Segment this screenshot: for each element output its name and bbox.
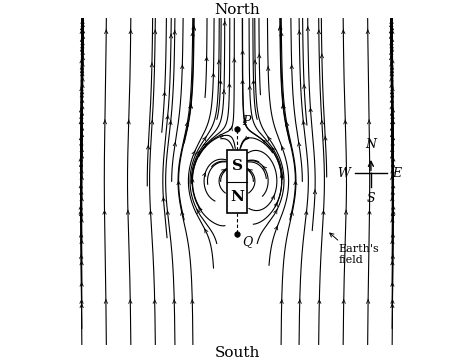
Text: North: North [214, 3, 260, 17]
Text: W: W [337, 167, 350, 180]
Text: N: N [230, 190, 244, 204]
Text: Earth's
field: Earth's field [338, 244, 379, 265]
Text: South: South [214, 346, 260, 360]
Text: Q: Q [242, 235, 252, 248]
Text: S: S [366, 192, 375, 205]
Text: S: S [231, 159, 243, 173]
Text: E: E [392, 167, 401, 180]
Text: P: P [242, 115, 250, 128]
Bar [227, 151, 247, 212]
Text: N: N [365, 138, 376, 151]
